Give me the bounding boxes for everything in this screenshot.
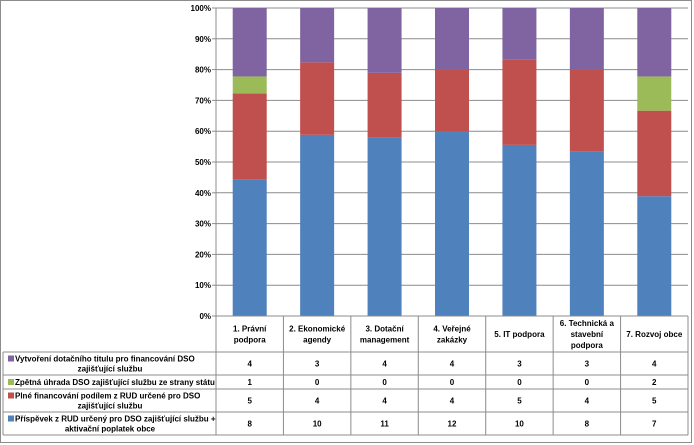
bar-segment: [569, 8, 604, 70]
bar-segment: [502, 59, 537, 145]
table-cell-value: 5: [652, 397, 657, 406]
category-label: agendy: [303, 336, 332, 345]
table-cell-value: 3: [585, 360, 590, 369]
bar-segment: [435, 8, 469, 70]
y-tick-label: 90%: [195, 35, 211, 44]
category-label: 6. Technická a: [560, 319, 615, 328]
y-tick-label: 70%: [195, 96, 211, 105]
table-cell-value: 4: [652, 360, 657, 369]
bar-segment: [232, 93, 267, 180]
bar-segment: [300, 62, 335, 135]
y-tick-label: 60%: [195, 127, 211, 136]
bar-segment: [232, 76, 267, 94]
table-cell-value: 0: [382, 378, 387, 387]
legend-label: Vytvoření dotačního titulu pro financová…: [15, 355, 195, 364]
y-tick-label: 20%: [195, 250, 211, 259]
bar-segment: [435, 69, 469, 132]
category-label: 4. Veřejné: [433, 325, 471, 334]
table-cell-value: 8: [247, 420, 252, 429]
legend-label: Zpětná úhrada DSO zajišťující službu ze …: [15, 378, 215, 387]
category-label: podpora: [234, 336, 267, 345]
category-label: podpora: [571, 341, 604, 350]
category-label: zakázky: [437, 336, 468, 345]
bar-segment: [367, 8, 402, 73]
legend-key: [8, 355, 14, 362]
table-cell-value: 11: [380, 420, 389, 429]
table-cell-value: 4: [450, 360, 455, 369]
legend-key: [8, 392, 14, 399]
bar-segment: [300, 134, 335, 316]
table-cell-value: 0: [585, 378, 590, 387]
table-cell-value: 4: [585, 397, 590, 406]
category-label: 2. Ekonomické: [289, 325, 346, 334]
table-cell-value: 1: [247, 378, 252, 387]
table-cell-value: 10: [515, 420, 524, 429]
table-cell-value: 4: [315, 397, 320, 406]
category-label: 3. Dotační: [365, 325, 404, 334]
legend-label: zajišťující službu: [78, 402, 143, 411]
bar-segment: [569, 69, 604, 152]
bar-segment: [569, 151, 604, 316]
table-cell-value: 7: [652, 420, 657, 429]
bar-segment: [435, 131, 469, 316]
category-label: 5. IT podpora: [494, 330, 545, 339]
y-tick-label: 0%: [199, 312, 211, 321]
bar-segment: [637, 76, 672, 111]
bar-segment: [367, 72, 402, 138]
y-tick-label: 30%: [195, 220, 211, 229]
table-cell-value: 0: [315, 378, 320, 387]
category-label: 7. Rozvoj obce: [626, 330, 683, 339]
bar-segment: [637, 8, 672, 77]
table-cell-value: 4: [247, 360, 252, 369]
y-tick-label: 40%: [195, 189, 211, 198]
legend-label: Příspěvek z RUD určený pro DSO zajišťují…: [15, 415, 216, 424]
category-label: 1. Právní: [233, 325, 267, 334]
table-cell-value: 3: [315, 360, 320, 369]
bar-segment: [637, 196, 672, 316]
bar-segment: [232, 179, 267, 316]
table-cell-value: 8: [585, 420, 590, 429]
legend-key: [8, 379, 14, 385]
table-cell-value: 4: [382, 397, 387, 406]
table-cell-value: 12: [448, 420, 457, 429]
y-tick-label: 100%: [191, 4, 211, 13]
table-cell-value: 4: [450, 397, 455, 406]
bar-segment: [232, 8, 267, 77]
y-tick-label: 80%: [195, 66, 211, 75]
table-cell-value: 5: [247, 397, 252, 406]
table-cell-value: 5: [517, 397, 522, 406]
table-cell-value: 2: [652, 378, 657, 387]
bar-segment: [502, 8, 537, 60]
bar-segment: [637, 110, 672, 197]
y-tick-label: 50%: [195, 158, 211, 167]
legend-label: aktivační poplatek obce: [65, 425, 156, 434]
table-cell-value: 4: [382, 360, 387, 369]
bar-segment: [502, 144, 537, 316]
table-cell-value: 0: [450, 378, 455, 387]
legend-key: [8, 415, 14, 422]
table-cell-value: 0: [517, 378, 522, 387]
bar-segment: [367, 137, 402, 316]
table-cell-value: 10: [313, 420, 322, 429]
category-label: management: [360, 336, 410, 345]
legend-label: Plné financování podílem z RUD určené pr…: [15, 392, 200, 401]
bar-segment: [300, 8, 335, 63]
legend-label: zajišťující službu: [78, 365, 143, 374]
y-tick-label: 10%: [195, 281, 211, 290]
table-cell-value: 3: [517, 360, 522, 369]
category-label: stavební: [571, 330, 604, 339]
